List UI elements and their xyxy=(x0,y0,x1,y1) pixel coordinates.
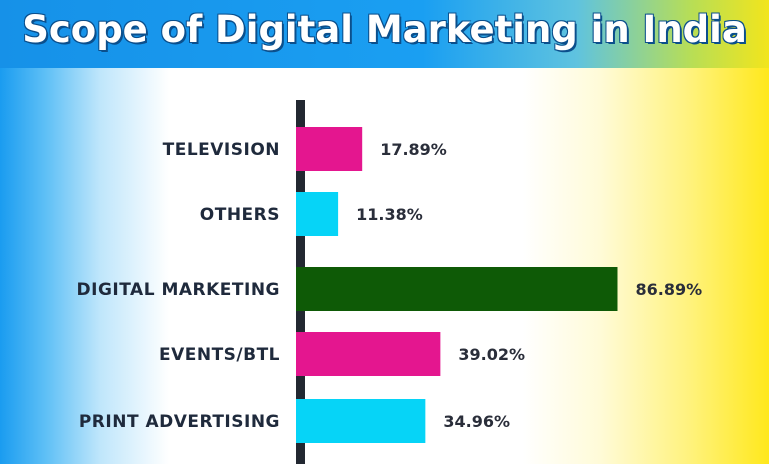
bar-television xyxy=(296,127,363,171)
bar-digital-marketing xyxy=(296,267,618,311)
value-label-digital-marketing: 86.89% xyxy=(635,280,702,299)
chart-title: Scope of Digital Marketing in India xyxy=(22,8,747,51)
value-label-others: 11.38% xyxy=(356,205,423,224)
bar-others xyxy=(296,192,339,236)
title-bar: Scope of Digital Marketing in India xyxy=(0,0,769,68)
value-label-television: 17.89% xyxy=(380,140,447,159)
bars: TELEVISION 17.89% OTHERS 11.38% DIGITAL MARK… xyxy=(77,127,702,443)
value-label-print-advertising: 34.96% xyxy=(443,412,510,431)
category-label-television: TELEVISION xyxy=(163,140,280,160)
category-label-digital-marketing: DIGITAL MARKETING xyxy=(77,280,280,300)
bar-print-advertising xyxy=(296,399,426,443)
category-label-events-btl: EVENTS/BTL xyxy=(159,345,280,365)
bar-events-btl xyxy=(296,332,441,376)
category-label-print-advertising: PRINT ADVERTISING xyxy=(79,412,280,432)
category-label-others: OTHERS xyxy=(200,205,280,225)
value-label-events-btl: 39.02% xyxy=(458,345,525,364)
